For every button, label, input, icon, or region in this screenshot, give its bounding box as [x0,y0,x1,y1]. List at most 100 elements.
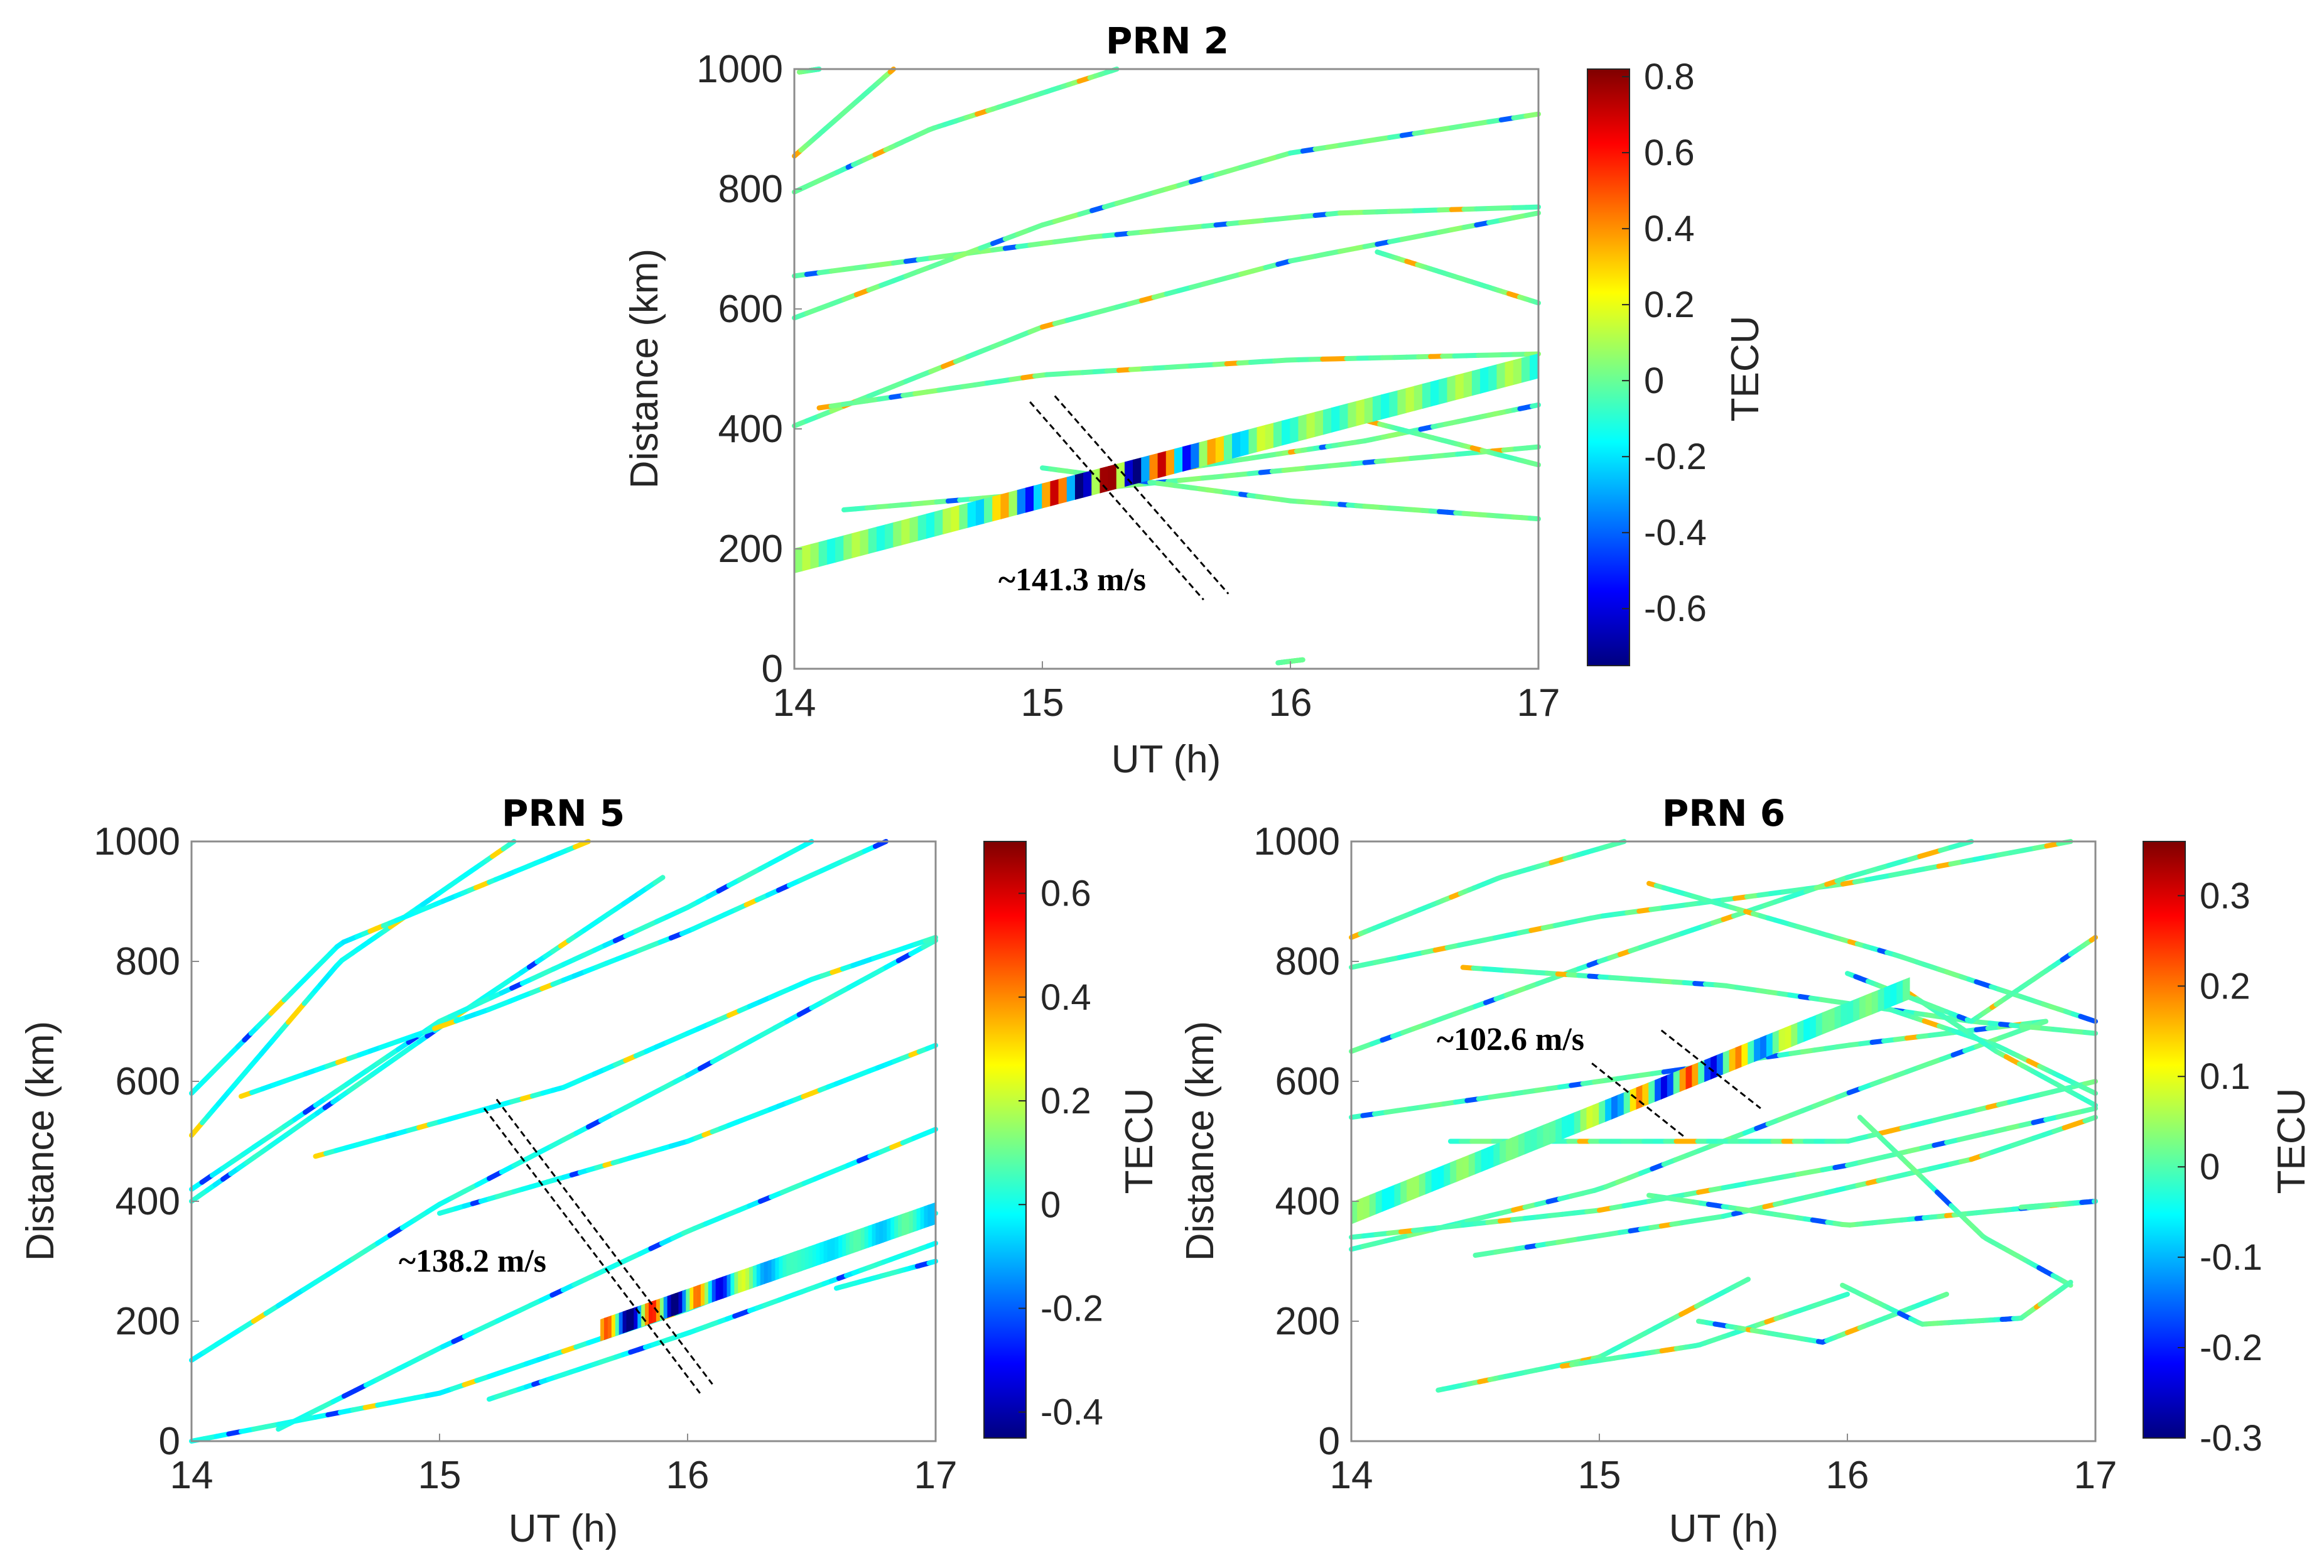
track [1435,1277,1751,1393]
colorbar-label: TECU [1118,1088,1161,1194]
y-tick-label: 0 [762,647,783,691]
band-segment [734,1271,739,1295]
band-segment [1413,1174,1420,1200]
band-segment [1066,474,1076,502]
colorbar-tick-label: 0.4 [1040,977,1091,1018]
track [189,839,591,1096]
band-segment [1549,1119,1557,1145]
band-segment [905,1211,911,1235]
band-segment [1199,440,1209,468]
band-segment [851,531,862,559]
band-segment [1339,403,1349,431]
band-segment [686,1287,691,1312]
band-segment [879,1220,884,1244]
track-segment [2085,1016,2098,1024]
band-segment [1000,492,1010,519]
chart-title: PRN 2 [1106,19,1229,62]
x-axis-label: UT (h) [509,1507,619,1550]
band-segment [1592,1102,1600,1127]
track-segment [1740,1277,1751,1285]
band-segment [1141,455,1150,483]
band-segment [1463,370,1473,398]
colorbar-tick-label: -0.2 [2200,1327,2262,1368]
track [1375,249,1541,306]
band-segment [802,544,812,571]
band-segment [1741,1042,1749,1068]
band-segment [959,502,969,531]
band-segment [1543,1122,1550,1147]
colorbar-label: TECU [2270,1088,2313,1194]
band-segment [1716,1052,1724,1078]
colorbar-tick-label: -0.1 [2200,1237,2262,1278]
band-segment [818,539,828,567]
band-segment [645,1302,650,1326]
band-segment [1223,433,1233,461]
track-segment [2064,1279,2073,1288]
band-segment [857,1228,862,1252]
band-segment [1847,999,1854,1025]
tid-band [600,1202,936,1342]
x-tick-label: 15 [1578,1454,1621,1497]
colorbar-tick-label: 0.1 [2200,1056,2251,1097]
colorbar-tick-label: -0.2 [1040,1288,1103,1329]
band-segment [1437,1164,1445,1190]
band-segment [603,1316,609,1341]
band-segment [849,1230,855,1255]
x-tick-label: 14 [1330,1454,1373,1497]
y-tick-label: 800 [718,168,783,211]
band-segment [715,1277,721,1301]
band-segment [1083,470,1093,498]
band-segment [1430,379,1440,407]
colorbar-gradient [2143,841,2186,1439]
band-segment [630,1307,635,1331]
track [276,1127,938,1432]
band-segment [611,1314,617,1338]
band-segment [898,1213,903,1238]
track [1275,657,1305,666]
band-segment [1215,435,1225,463]
track [816,351,1541,411]
x-tick-label: 16 [666,1454,710,1497]
band-segment [1356,399,1366,426]
band-segment [1240,429,1250,457]
band-segment [719,1276,725,1300]
band-segment [1506,1137,1513,1162]
band-segment [1748,1039,1755,1065]
x-tick-label: 17 [914,1454,958,1497]
colorbar-ticks: 0.8 0.6 0.4 0.2 0 -0.2 -0.4 -0.6 [1622,57,1707,629]
band-segment [1785,1024,1792,1050]
band-segment [887,1218,892,1241]
track [792,67,896,159]
plot-area [792,67,1541,666]
band-segment [912,1208,918,1233]
band-segment [934,509,944,537]
band-segment [794,1250,799,1274]
colorbar-ticks: 0.6 0.4 0.2 0 -0.2 -0.4 [1019,873,1103,1433]
band-segment [619,1311,624,1335]
band-segment [1348,401,1358,429]
band-segment [1207,438,1217,465]
band-segment [1481,1147,1489,1172]
band-segment [1363,1194,1371,1220]
band-segment [1257,424,1267,453]
colorbar-tick-label: -0.4 [1644,512,1707,553]
band-segment [652,1299,657,1324]
band-segment [1810,1014,1817,1040]
band-segment [1298,414,1308,441]
y-tick-label: 200 [718,527,783,571]
band-segment [689,1286,694,1311]
band-segment [1273,420,1283,448]
band-segment [853,1229,858,1253]
band-segment [1422,381,1432,409]
band-segment [901,517,911,546]
x-tick-label: 16 [1826,1454,1869,1497]
y-tick-label: 0 [159,1420,180,1463]
band-segment [760,1262,765,1286]
band-segment [1791,1022,1798,1047]
band-segment [1058,477,1068,504]
track [1696,1292,1949,1345]
band-segment [1397,387,1407,416]
band-segment [1314,409,1324,437]
track-segment [926,1240,938,1249]
y-tick-label: 600 [1275,1060,1340,1103]
